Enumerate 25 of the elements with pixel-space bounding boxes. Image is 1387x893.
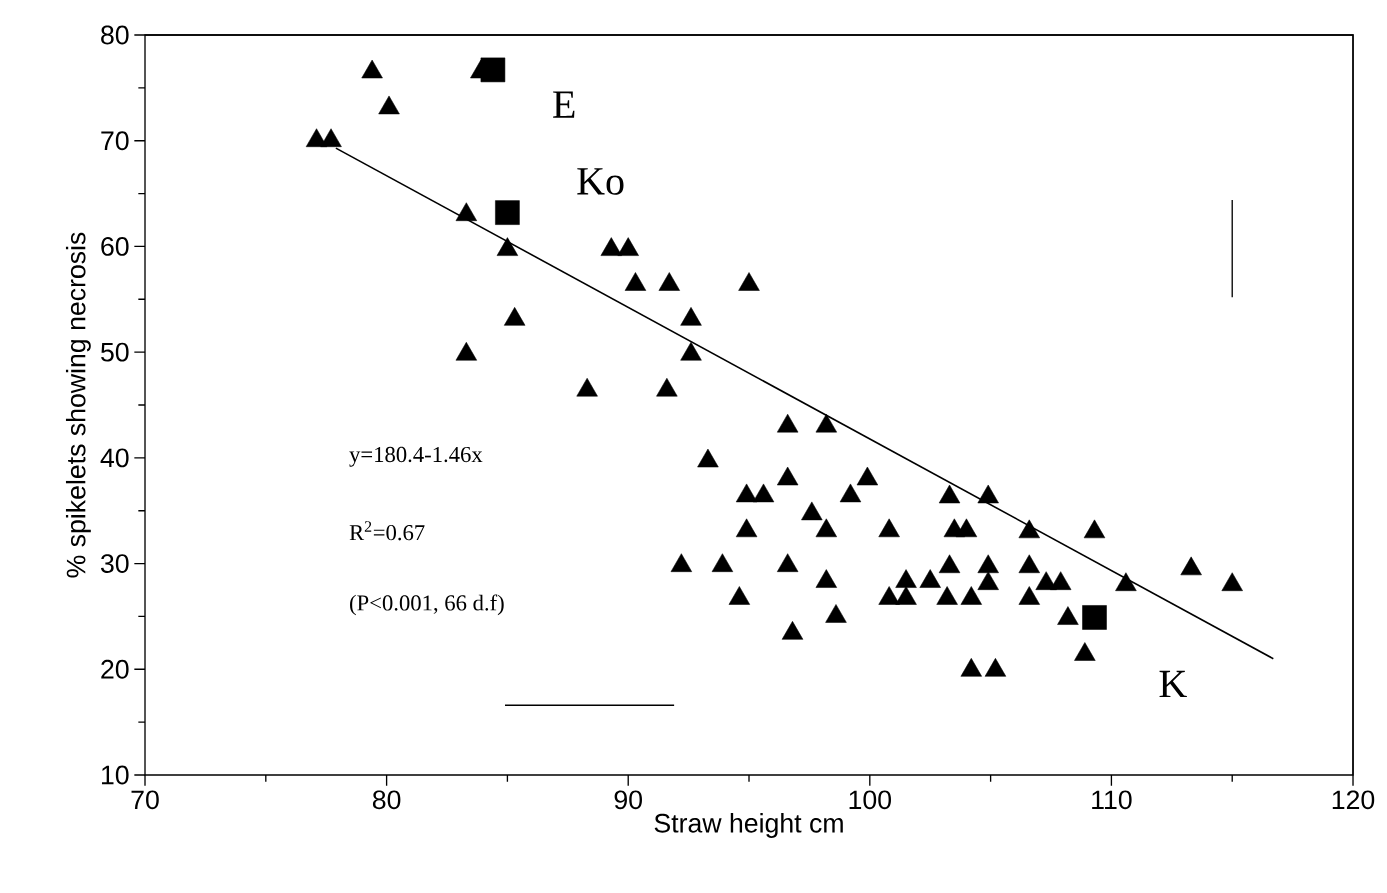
y-tick-label: 10 bbox=[101, 765, 129, 785]
y-tick-label: 70 bbox=[101, 131, 129, 151]
x-tick-label: 110 bbox=[1092, 790, 1132, 810]
annotation: y=180.4-1.46x bbox=[349, 446, 483, 467]
point bbox=[495, 200, 520, 225]
annotation: Ko bbox=[577, 168, 624, 195]
x-axis-title: Straw height cm bbox=[654, 813, 843, 838]
annotation: R$^{2}$=0.67 bbox=[349, 521, 425, 541]
y-tick-label: 80 bbox=[101, 25, 129, 45]
y-tick-label: 20 bbox=[101, 659, 129, 679]
y-tick-label: 50 bbox=[101, 342, 129, 362]
y-tick-label: 40 bbox=[100, 448, 129, 468]
annotation: K bbox=[1159, 670, 1187, 698]
annotation: (P<0.001, 66 d.f) bbox=[350, 594, 504, 616]
point bbox=[480, 57, 506, 83]
y-axis-title: % spikelets showing necrosis bbox=[65, 232, 91, 578]
x-tick-label: 120 bbox=[1332, 790, 1375, 810]
x-tick-label: 100 bbox=[849, 790, 891, 810]
x-tick-label: 90 bbox=[614, 790, 642, 810]
y-tick-label: 30 bbox=[100, 554, 129, 573]
x-tick-label: 70 bbox=[131, 790, 159, 810]
point bbox=[1082, 605, 1107, 630]
x-tick-label: 80 bbox=[372, 790, 401, 810]
annotation: E bbox=[553, 91, 575, 118]
y-tick-label: 60 bbox=[101, 237, 129, 256]
